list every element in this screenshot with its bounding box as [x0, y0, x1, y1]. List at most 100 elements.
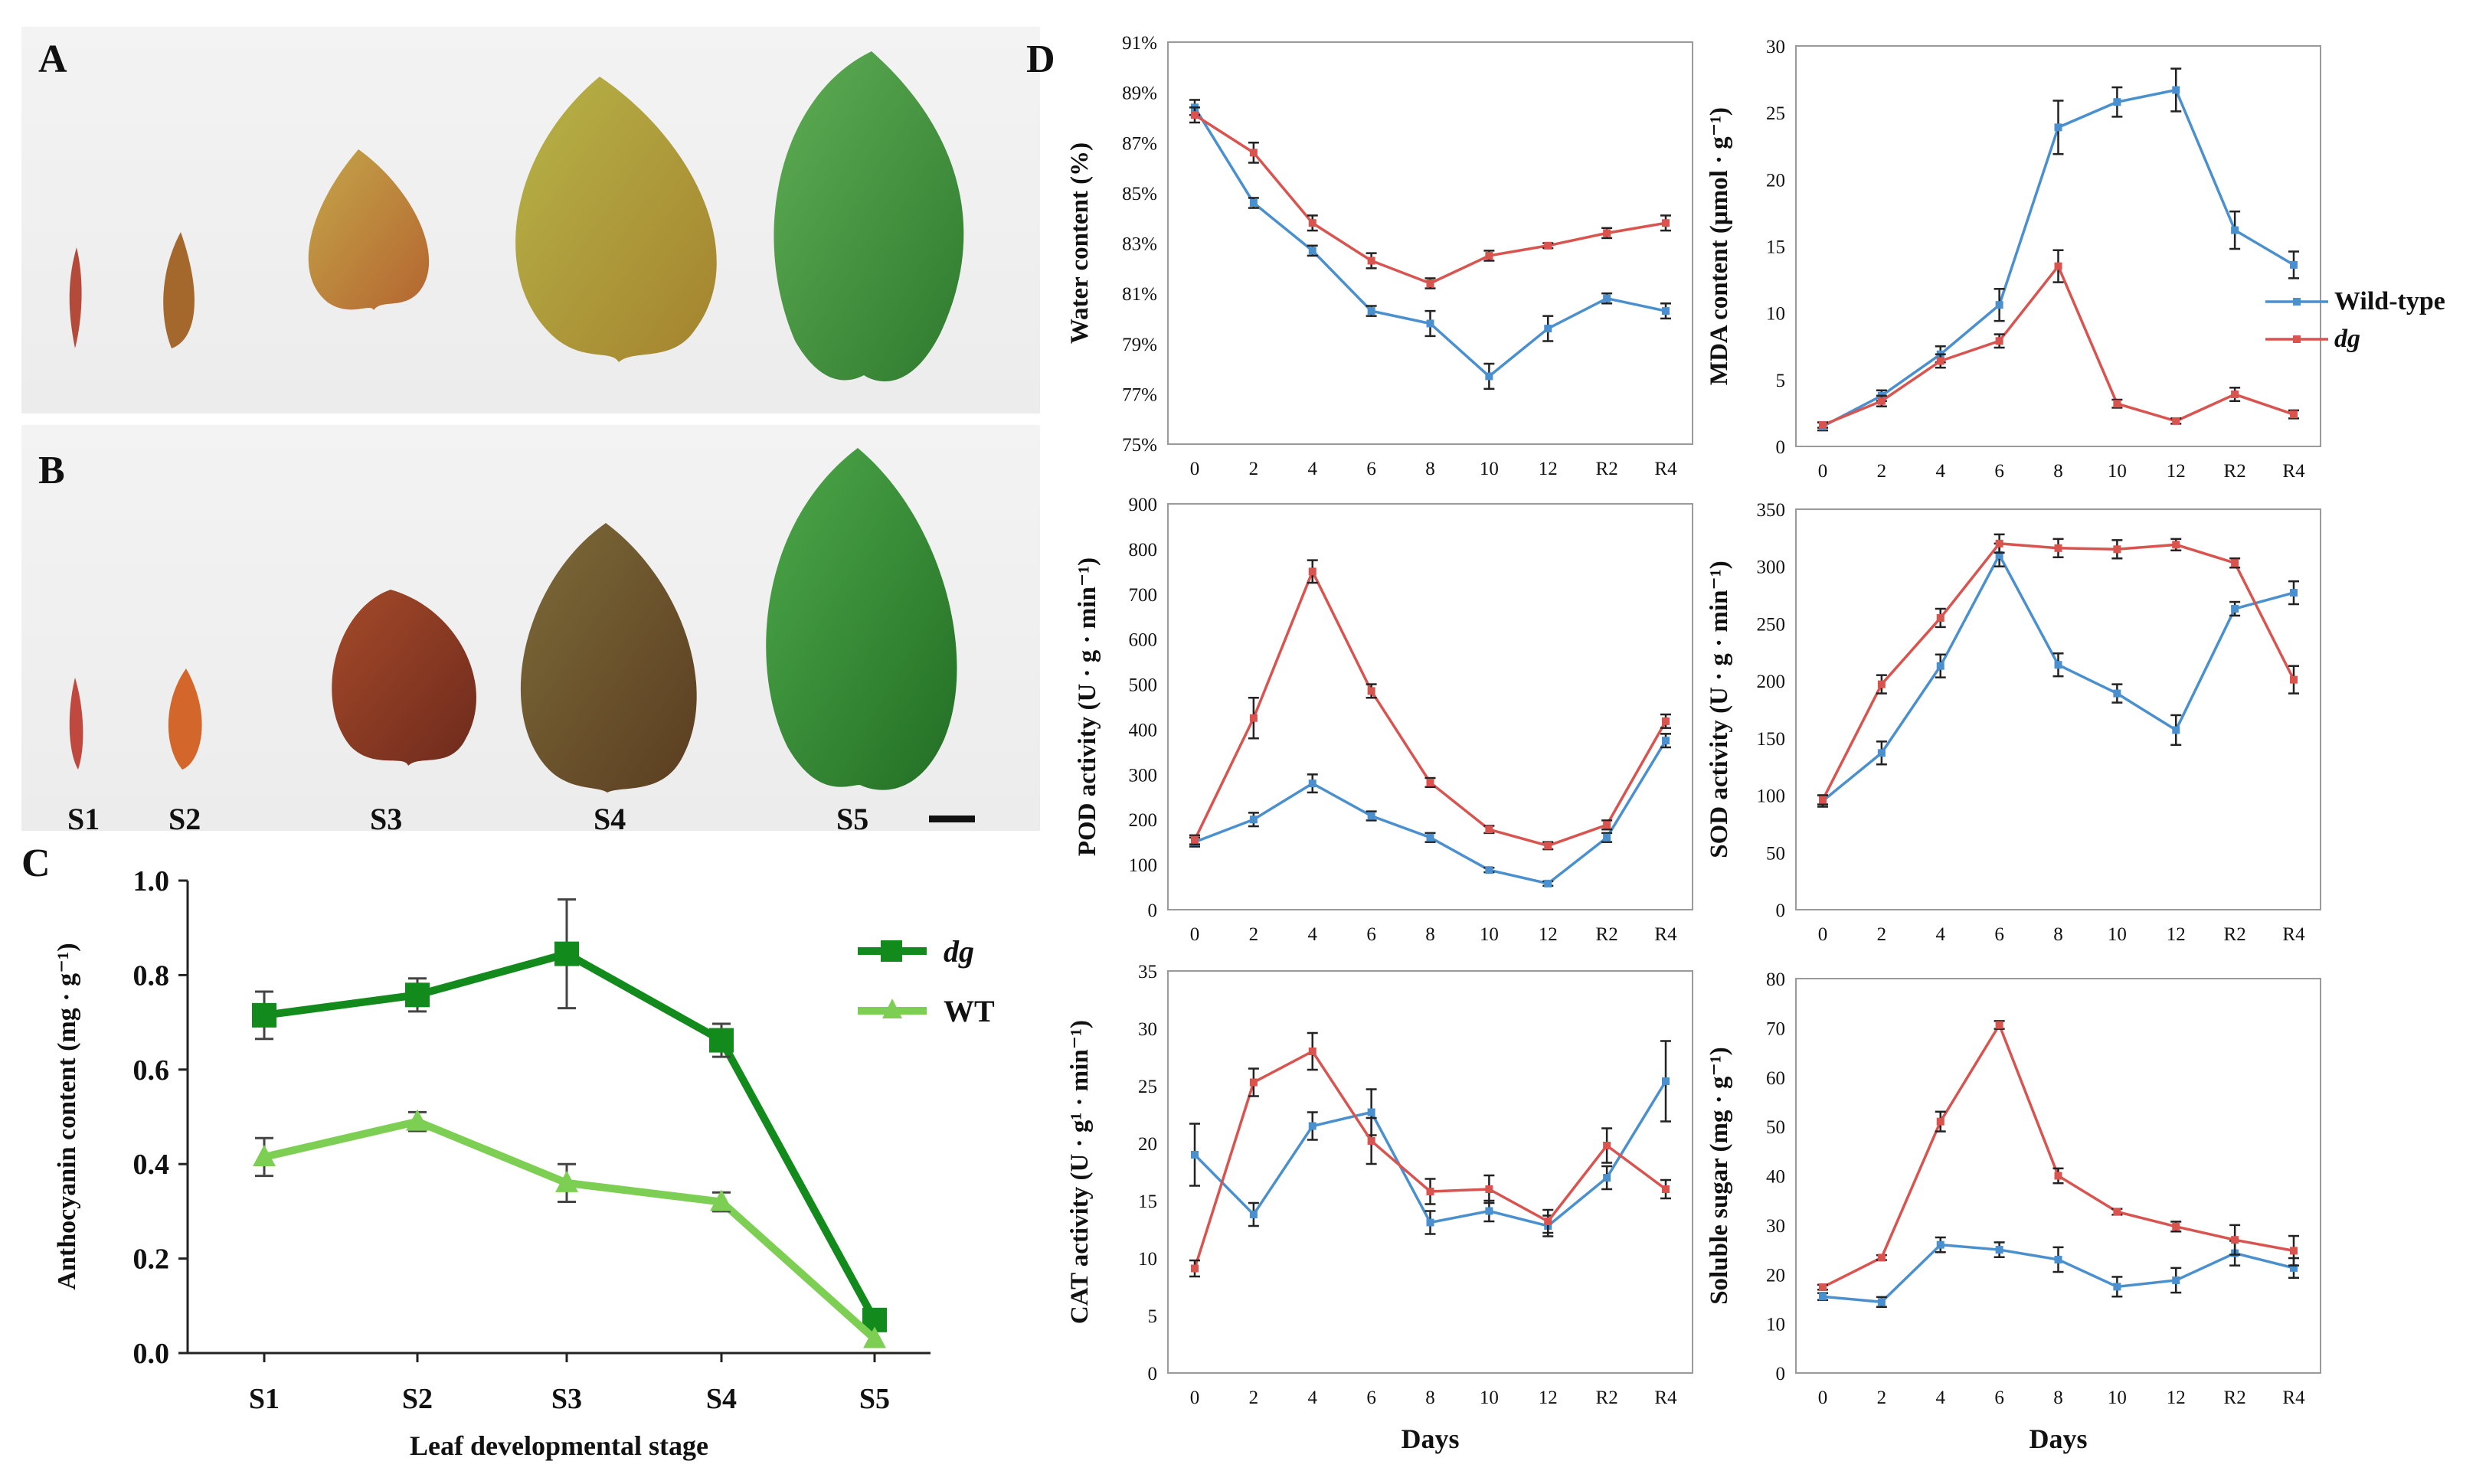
- pod-y-tick-label: 900: [1129, 495, 1158, 515]
- sod-x-tick-label: R4: [2282, 924, 2305, 945]
- sugar-y-tick-label: 40: [1766, 1167, 1785, 1188]
- water-point-dg: [1367, 257, 1375, 265]
- sugar-point-Wild-type: [2113, 1283, 2121, 1291]
- scale-bar: [929, 816, 975, 822]
- cat-y-tick-label: 20: [1138, 1134, 1157, 1155]
- water-x-tick-label: 4: [1308, 459, 1318, 479]
- water-y-tick-label: 85%: [1122, 184, 1157, 204]
- mda-x-tick-label: 12: [2167, 461, 2186, 482]
- sugar-x-tick-label: 4: [1936, 1388, 1946, 1408]
- mda-x-tick-label: R4: [2282, 461, 2305, 482]
- sugar-point-dg: [2290, 1247, 2298, 1255]
- sod-y-tick-label: 200: [1757, 672, 1786, 692]
- sod-point-dg: [2172, 541, 2180, 549]
- sugar-x-axis-title: Days: [2029, 1424, 2087, 1454]
- pod-point-dg: [1367, 687, 1375, 695]
- sugar-point-Wild-type: [2290, 1263, 2298, 1272]
- cat-plot-frame: [1167, 970, 1693, 1374]
- c-point-dg: [405, 982, 430, 1008]
- sugar-x-tick-label: 6: [1994, 1388, 2004, 1408]
- pod-point-dg: [1544, 842, 1552, 850]
- pod-x-tick-label: R2: [1596, 924, 1618, 945]
- pod-point-Wild-type: [1308, 780, 1316, 788]
- mda-point-Wild-type: [1995, 301, 2003, 309]
- sod-x-tick-label: 2: [1877, 924, 1887, 945]
- cat-point-Wild-type: [1249, 1211, 1258, 1218]
- mda-point-dg: [1995, 337, 2003, 345]
- sugar-y-tick-label: 60: [1766, 1068, 1785, 1089]
- water-point-Wild-type: [1603, 294, 1611, 302]
- sod-point-Wild-type: [2054, 661, 2062, 669]
- pod-x-tick-label: 4: [1308, 924, 1318, 945]
- sod-point-dg: [1819, 796, 1827, 804]
- water-point-Wild-type: [1662, 307, 1670, 315]
- pod-point-Wild-type: [1485, 866, 1493, 874]
- leaf-b-s4: [520, 523, 697, 793]
- water-point-Wild-type: [1544, 325, 1552, 333]
- cat-y-tick-label: 10: [1138, 1249, 1157, 1270]
- pod-x-tick-label: 10: [1480, 924, 1499, 945]
- leaf-b-s1: [69, 678, 83, 770]
- water-x-tick-label: R2: [1596, 459, 1618, 479]
- sod-y-tick-label: 50: [1766, 843, 1785, 864]
- sugar-point-dg: [2113, 1208, 2121, 1216]
- water-x-tick-label: 2: [1249, 459, 1259, 479]
- sugar-x-tick-label: 10: [2108, 1388, 2127, 1408]
- water-y-tick-label: 91%: [1122, 33, 1157, 54]
- cat-y-axis-title: CAT activity (U · g¹ · min⁻¹): [1066, 1020, 1094, 1324]
- c-y-axis-title: Anthocyanin content (mg · g⁻¹): [53, 943, 81, 1290]
- cat-x-tick-label: 4: [1308, 1388, 1318, 1408]
- sugar-y-axis-title: Soluble sugar (mg · g⁻¹): [1706, 1047, 1733, 1305]
- sod-x-tick-label: 10: [2108, 924, 2127, 945]
- water-x-tick-label: 6: [1366, 459, 1376, 479]
- sugar-y-tick-label: 70: [1766, 1018, 1785, 1039]
- cat-point-Wild-type: [1191, 1151, 1199, 1159]
- sugar-y-tick-label: 50: [1766, 1117, 1785, 1138]
- sugar-point-dg: [1995, 1021, 2003, 1029]
- leaf-a-s5: [774, 51, 964, 382]
- mda-y-tick-label: 25: [1766, 103, 1785, 124]
- cat-point-dg: [1191, 1264, 1199, 1273]
- water-series-line-dg: [1194, 113, 1666, 285]
- sod-point-dg: [2290, 675, 2298, 684]
- water-x-tick-label: 12: [1539, 459, 1558, 479]
- sod-point-dg: [2231, 559, 2239, 567]
- sod-point-dg: [2054, 544, 2062, 552]
- pod-plot-frame: [1167, 503, 1693, 910]
- mda-point-dg: [2231, 391, 2239, 399]
- c-point-wt: [555, 1170, 578, 1192]
- sod-point-Wild-type: [1995, 551, 2003, 559]
- sugar-point-Wild-type: [1877, 1298, 1886, 1306]
- sugar-y-tick-label: 20: [1766, 1265, 1785, 1286]
- cat-point-dg: [1485, 1185, 1493, 1193]
- pod-point-dg: [1308, 567, 1316, 576]
- mda-legend-marker-dg: [2293, 335, 2301, 343]
- mda-legend-label-dg: dg: [2334, 325, 2360, 353]
- cat-y-tick-label: 30: [1138, 1019, 1157, 1040]
- sugar-point-Wild-type: [1995, 1246, 2003, 1254]
- cat-x-tick-label: 8: [1425, 1388, 1435, 1408]
- sod-y-axis-title: SOD activity (U · g · min⁻¹): [1706, 561, 1733, 858]
- mda-y-tick-label: 0: [1776, 437, 1786, 458]
- pod-y-tick-label: 700: [1129, 585, 1158, 606]
- c-y-tick-label: 0.4: [133, 1149, 170, 1181]
- pod-point-dg: [1662, 717, 1670, 725]
- water-plot-frame: [1167, 41, 1693, 445]
- mda-point-dg: [1877, 397, 1886, 405]
- sod-point-dg: [1995, 539, 2003, 548]
- water-x-tick-label: 10: [1480, 459, 1499, 479]
- sugar-x-tick-label: 8: [2053, 1388, 2063, 1408]
- sugar-point-dg: [1877, 1254, 1886, 1262]
- c-y-tick-label: 0.2: [133, 1244, 170, 1276]
- leaf-a-s3: [308, 149, 430, 310]
- cat-x-tick-label: 6: [1366, 1388, 1376, 1408]
- panel-label-d: D: [1026, 38, 1055, 81]
- water-point-dg: [1662, 219, 1670, 227]
- panel-label-c: C: [21, 842, 51, 885]
- mda-point-Wild-type: [2231, 226, 2239, 234]
- water-x-tick-label: 0: [1190, 459, 1200, 479]
- cat-x-tick-label: R2: [1596, 1388, 1618, 1408]
- water-y-tick-label: 77%: [1122, 384, 1157, 405]
- sugar-plot-frame: [1795, 978, 2321, 1374]
